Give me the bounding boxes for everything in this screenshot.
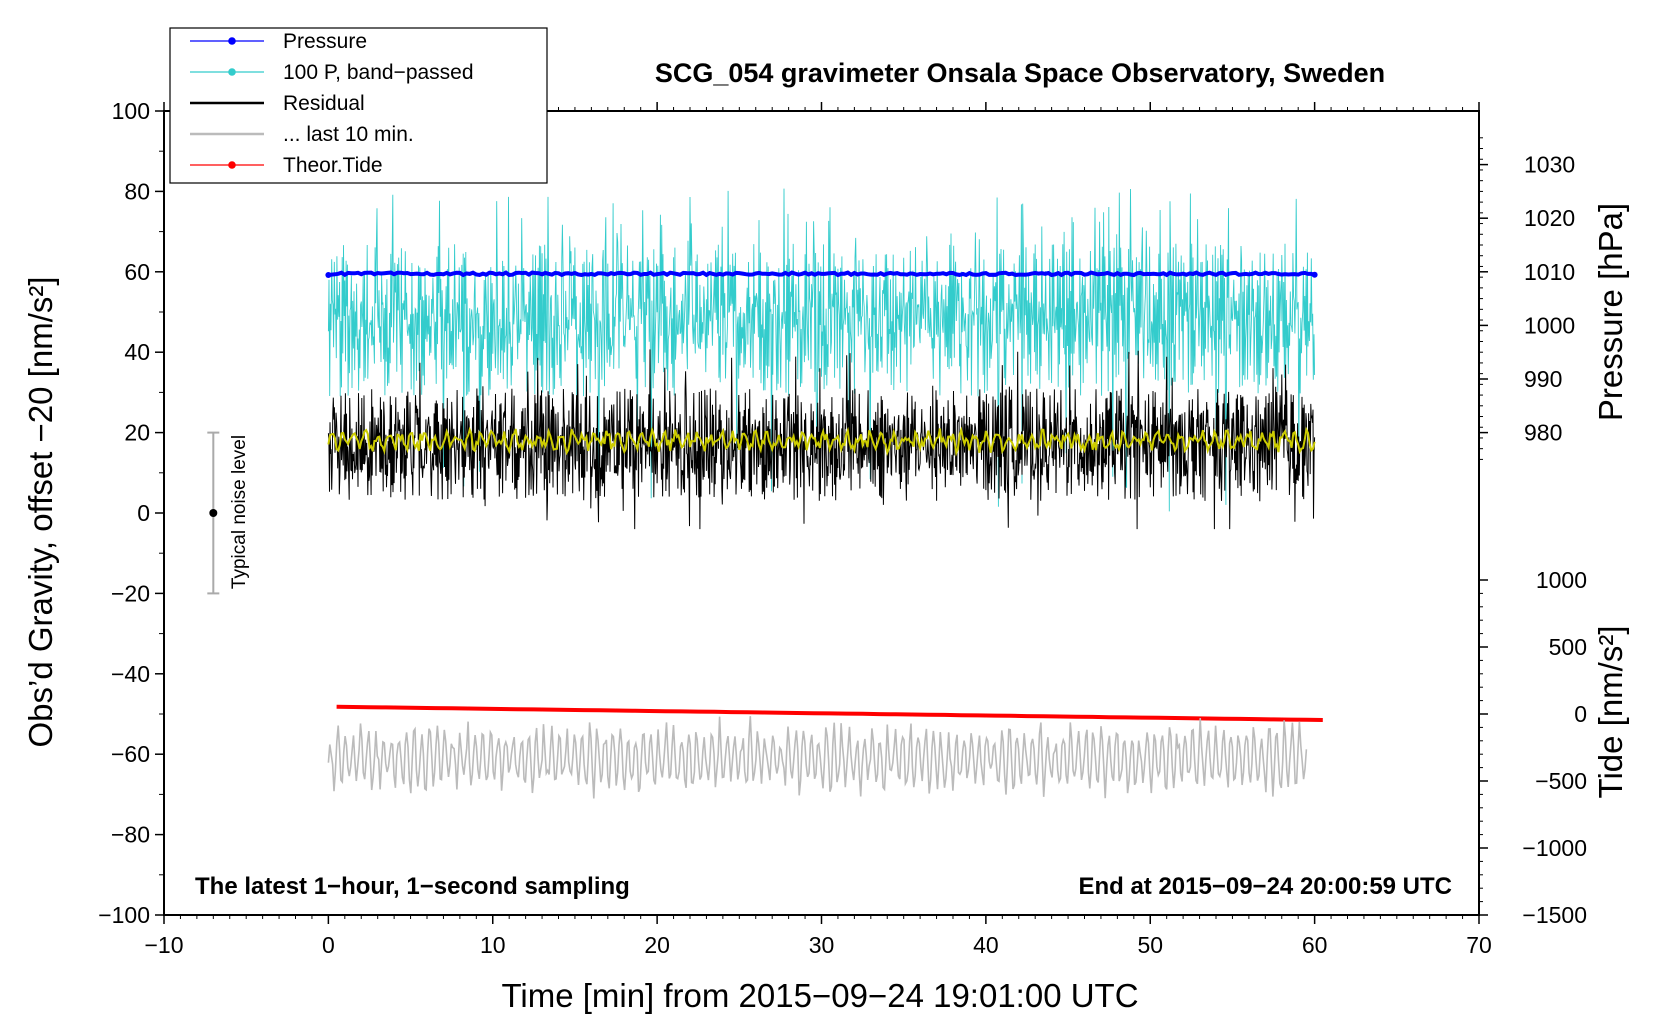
y-axis-label-tide: Tide [nm/s²] [1592, 626, 1629, 799]
x-tick-label: 10 [480, 932, 506, 958]
pressure-tick-label: 980 [1524, 420, 1562, 446]
pressure-tick-label: 990 [1524, 366, 1562, 392]
series-last-10-min [327, 716, 1308, 799]
x-tick-label: 50 [1137, 932, 1163, 958]
y-tick-label: −40 [111, 661, 150, 687]
x-tick-label: 20 [644, 932, 670, 958]
x-tick-label: −10 [144, 932, 183, 958]
x-tick-label: 0 [322, 932, 335, 958]
y-tick-label: −100 [98, 902, 150, 928]
annotation-sampling: The latest 1−hour, 1−second sampling [195, 873, 630, 900]
data-series [207, 188, 1323, 799]
x-tick-label: 30 [809, 932, 835, 958]
tide-tick-label: −1000 [1522, 835, 1587, 861]
axis-ticks: −10 0 10 20 30 40 50 60 70100806040200−20−40−60−… [98, 98, 1587, 958]
chart-title: SCG_054 gravimeter Onsala Space Observat… [655, 58, 1385, 88]
plot-frame [163, 110, 1480, 916]
tide-tick-label: −500 [1535, 768, 1587, 794]
y-tick-label: 60 [124, 259, 150, 285]
series-bandpassed-pressure [327, 188, 1316, 512]
y-tick-label: 100 [112, 98, 150, 124]
legend: Pressure 100 P, band−passed Residual ...… [169, 27, 548, 184]
x-axis-label: Time [min] from 2015−09−24 19:01:00 UTC [501, 977, 1138, 1014]
y-tick-label: 0 [137, 500, 150, 526]
y-tick-label: 20 [124, 420, 150, 446]
tide-tick-label: 500 [1549, 634, 1587, 660]
legend-marker-0 [228, 37, 236, 45]
x-tick-label: 60 [1302, 932, 1328, 958]
noise-bar-label: Typical noise level [229, 435, 250, 589]
noise-bar-center [209, 509, 218, 517]
tide-tick-label: 1000 [1536, 567, 1587, 593]
legend-label-pressure: Pressure [283, 30, 367, 53]
legend-marker-4 [228, 161, 236, 169]
y-tick-label: −20 [111, 580, 150, 606]
y-tick-label: −80 [111, 822, 150, 848]
pressure-tick-label: 1020 [1524, 205, 1575, 231]
pressure-tick-label: 1000 [1524, 312, 1575, 338]
legend-label-residual: Residual [283, 92, 365, 115]
series-pressure [328, 270, 1316, 278]
annotation-end-time: End at 2015−09−24 20:00:59 UTC [1078, 873, 1452, 900]
legend-box [169, 27, 548, 184]
x-tick-label: 40 [973, 932, 999, 958]
legend-marker-1 [228, 68, 236, 76]
y-tick-label: 80 [124, 178, 150, 204]
legend-label-bandpassed: 100 P, band−passed [283, 61, 474, 84]
pressure-tick-label: 1030 [1524, 152, 1575, 178]
y-axis-label-left: Obs’d Gravity, offset −20 [nm/s²] [22, 276, 59, 747]
series-theoretical-tide [336, 704, 1323, 722]
tide-tick-label: 0 [1574, 701, 1587, 727]
pressure-endpoint [1311, 271, 1318, 278]
legend-label-last-10-min: ... last 10 min. [283, 123, 414, 146]
y-tick-label: 40 [124, 339, 150, 365]
y-axis-label-pressure: Pressure [hPa] [1592, 203, 1629, 421]
y-tick-label: −60 [111, 741, 150, 767]
pressure-tick-label: 1010 [1524, 259, 1575, 285]
tide-tick-label: −1500 [1522, 902, 1587, 928]
pressure-endpoint [325, 271, 332, 278]
x-tick-label: 70 [1466, 932, 1492, 958]
series-smoothed-residual [327, 426, 1316, 457]
series-residual [327, 349, 1316, 530]
legend-label-theor-tide: Theor.Tide [283, 154, 383, 177]
